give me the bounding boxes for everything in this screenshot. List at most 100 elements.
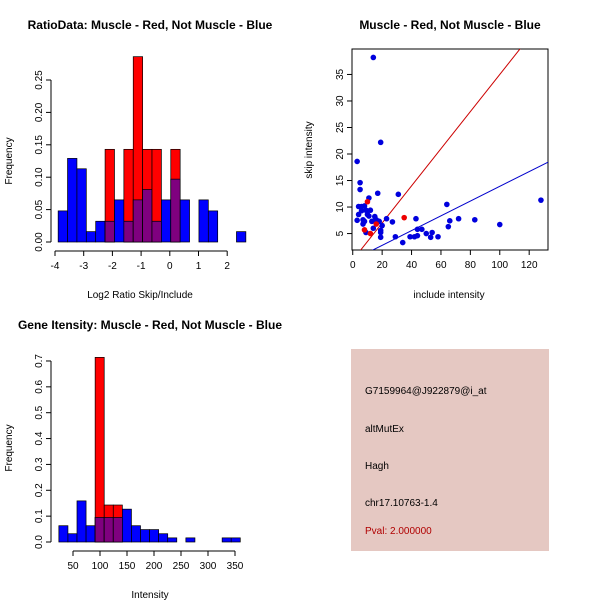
point-blue xyxy=(399,239,406,246)
hist1-x-tick-label: 1 xyxy=(196,261,202,272)
point-blue xyxy=(374,190,381,197)
hist2-bar-blue xyxy=(85,525,96,543)
point-blue xyxy=(363,207,369,214)
hist2-ylabel: Frequency xyxy=(4,424,15,471)
hist1-bar-blue xyxy=(95,220,106,243)
hist2-bar-red xyxy=(94,357,105,543)
scatter-y-tick-label: 5 xyxy=(335,230,346,236)
scatter-x-tick-label: 0 xyxy=(350,260,356,271)
hist2-bar-blue xyxy=(230,537,241,543)
scatter-y-tick-label: 25 xyxy=(335,121,346,133)
hist1-bar-blue xyxy=(198,199,209,243)
hist1-y-tick-label: 0.00 xyxy=(34,232,45,252)
point-blue xyxy=(395,191,402,198)
scatter-x-tick-label: 60 xyxy=(435,260,447,271)
point-blue xyxy=(538,197,544,203)
hist2-x-tick-label: 250 xyxy=(173,561,190,572)
point-blue xyxy=(370,225,377,232)
hist1-y-tick-label: 0.15 xyxy=(34,135,45,155)
hist1-bar-blue xyxy=(67,158,78,243)
event-type: altMutEx xyxy=(365,424,404,435)
hist2-y-tick-label: 0.7 xyxy=(34,354,45,368)
point-blue xyxy=(370,54,377,61)
hist2-title: Gene Itensity: Muscle - Red, Not Muscle … xyxy=(18,318,282,332)
point-blue xyxy=(446,218,453,224)
hist1-bar-overlap xyxy=(123,220,134,243)
hist1-ylabel: Frequency xyxy=(4,137,15,184)
gene-name: Hagh xyxy=(365,461,389,472)
point-blue xyxy=(496,221,503,228)
hist2-bar-blue xyxy=(221,537,232,543)
scatter-ylabel: skip intensity xyxy=(304,121,315,178)
scatter-y-tick-label: 15 xyxy=(335,175,346,187)
point-blue xyxy=(429,229,435,236)
point-blue xyxy=(357,179,363,186)
hist1-y-tick-label: 0.25 xyxy=(34,70,45,90)
scatter-x-tick-label: 100 xyxy=(491,260,508,271)
point-blue xyxy=(366,213,372,219)
hist1-bar-blue xyxy=(57,210,68,243)
pval: Pval: 2.000000 xyxy=(365,526,432,537)
point-blue xyxy=(383,215,390,222)
hist2-bar-blue xyxy=(131,525,141,543)
scatter-plot-box xyxy=(351,48,549,251)
hist2-xlabel: Intensity xyxy=(131,590,168,600)
hist2-bar-blue xyxy=(122,508,132,543)
hist2-y-tick-label: 0.4 xyxy=(34,431,45,445)
scatter-x-tick-label: 120 xyxy=(521,260,538,271)
scatter-y-tick-label: 30 xyxy=(335,95,346,107)
hist2-bar-overlap xyxy=(94,517,105,543)
point-red xyxy=(367,230,374,237)
hist1-bar-blue xyxy=(179,199,190,243)
hist2-y-tick-label: 0.0 xyxy=(34,535,45,549)
point-blue xyxy=(355,211,362,218)
hist1-bar-overlap xyxy=(132,199,143,243)
scatter-x-tick-label: 80 xyxy=(465,260,477,271)
hist2-y-tick-label: 0.5 xyxy=(34,405,45,419)
hist1-y-tick-label: 0.10 xyxy=(34,167,45,187)
hist2-bar-overlap xyxy=(112,517,123,543)
point-blue xyxy=(360,221,366,227)
hist1-bar-blue xyxy=(85,231,97,243)
hist1-xlabel: Log2 Ratio Skip/Include xyxy=(87,290,193,301)
point-blue xyxy=(423,230,430,237)
hist1-bar-overlap xyxy=(170,178,181,243)
point-red xyxy=(401,214,407,221)
scatter-y-tick-label: 35 xyxy=(335,68,346,80)
point-red xyxy=(364,198,371,205)
hist2-bar-blue xyxy=(58,525,69,543)
hist1-bar-overlap xyxy=(142,189,153,243)
location: chr17.10763-1.4 xyxy=(365,498,438,509)
hist2-bar-blue xyxy=(76,500,87,543)
point-red xyxy=(361,227,368,233)
hist1-bar-blue xyxy=(114,199,125,243)
hist2-bar-blue xyxy=(140,529,150,543)
point-blue xyxy=(427,234,434,241)
point-blue xyxy=(455,215,462,222)
point-blue xyxy=(357,186,363,193)
hist1-title: RatioData: Muscle - Red, Not Muscle - Bl… xyxy=(28,18,273,32)
point-blue xyxy=(471,216,478,223)
hist1-bar-blue xyxy=(207,210,219,243)
hist1-y-tick-label: 0.05 xyxy=(34,199,45,219)
point-blue xyxy=(354,158,360,165)
scatter-y-tick-label: 10 xyxy=(335,201,346,213)
point-blue xyxy=(445,223,452,230)
point-blue xyxy=(369,218,375,225)
point-blue xyxy=(361,203,368,209)
point-red xyxy=(373,221,380,227)
point-blue xyxy=(435,233,441,240)
hist2-bar-blue xyxy=(67,533,78,543)
hist2-bar-blue xyxy=(185,537,196,543)
hist2-x-tick-label: 150 xyxy=(119,561,136,572)
hist1-x-tick-label: -1 xyxy=(137,261,146,272)
point-blue xyxy=(377,139,384,146)
point-blue xyxy=(389,219,396,225)
scatter-y-tick-label: 20 xyxy=(335,148,346,160)
hist2-x-tick-label: 100 xyxy=(92,561,109,572)
point-blue xyxy=(407,233,413,240)
fit-line-blue xyxy=(371,161,548,250)
point-blue xyxy=(413,215,419,222)
point-blue xyxy=(444,201,450,208)
